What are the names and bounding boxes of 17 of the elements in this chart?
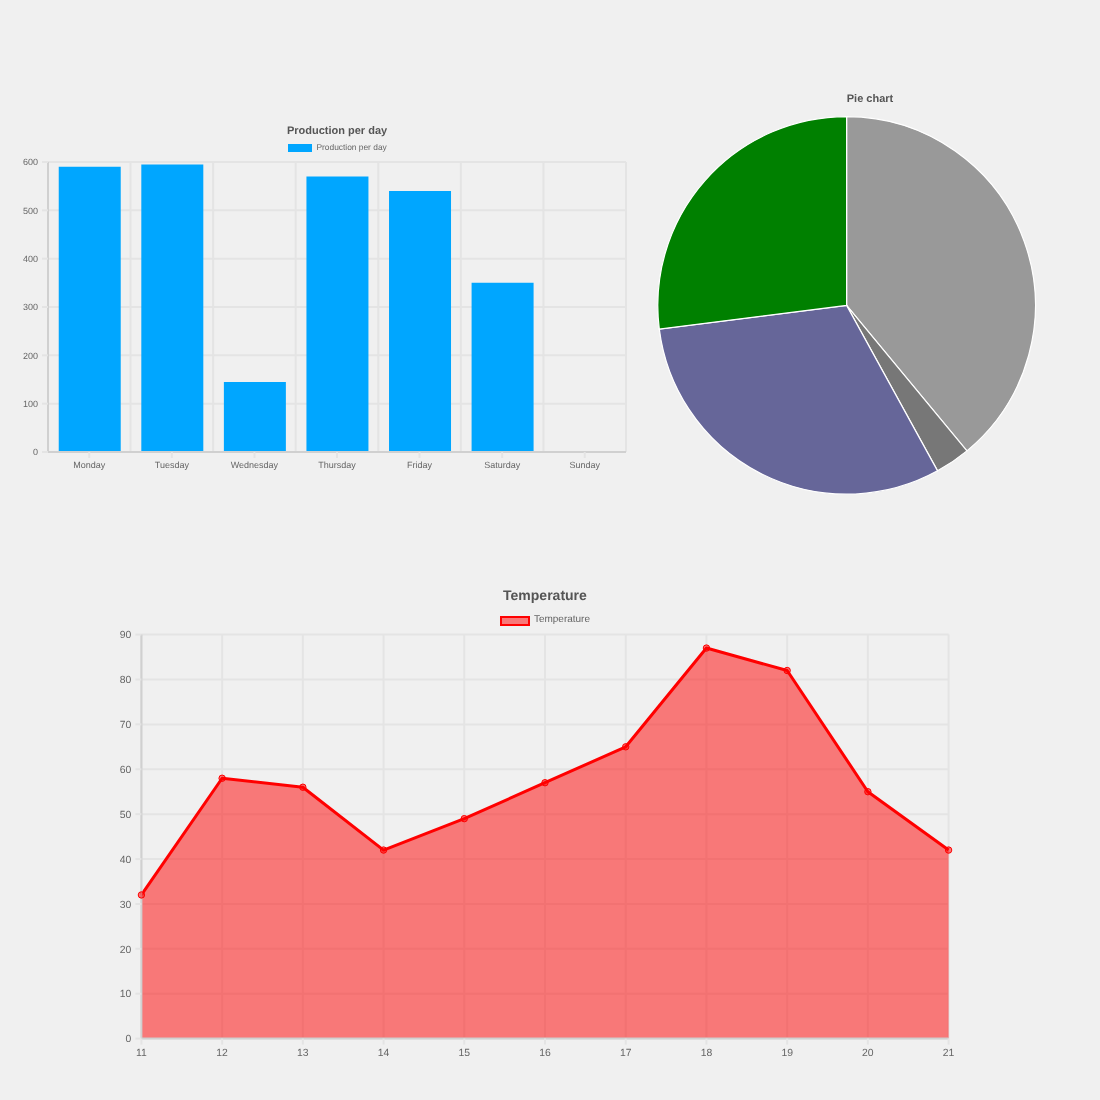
- point: [783, 666, 791, 675]
- point: [702, 644, 711, 652]
- point: [541, 779, 549, 787]
- point: [944, 846, 953, 854]
- point: [460, 814, 468, 823]
- bar: [58, 166, 121, 452]
- point: [622, 743, 630, 751]
- point: [299, 783, 307, 791]
- bar: [141, 164, 204, 452]
- point: [218, 774, 226, 782]
- bar: [389, 191, 452, 452]
- bar: [471, 282, 534, 452]
- point: [379, 846, 388, 854]
- bar: [306, 176, 369, 452]
- point: [864, 788, 872, 796]
- bar: [223, 381, 286, 452]
- point: [137, 891, 146, 899]
